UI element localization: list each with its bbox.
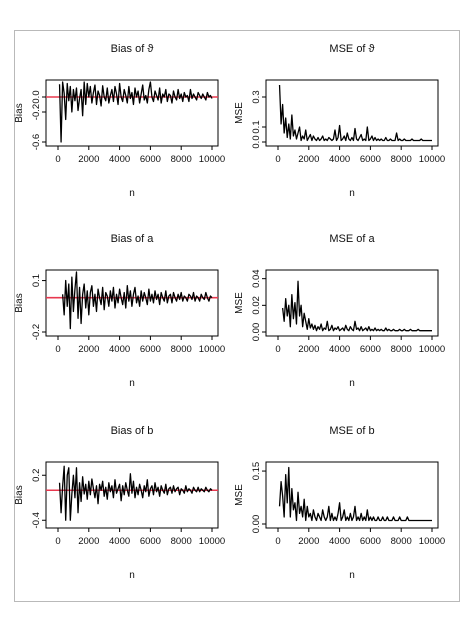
- panel-1: Bias of ϑ 0 2000 4000 6000 8000 10000 -0.6 -0.20…: [14, 43, 225, 199]
- series-line: [58, 81, 213, 143]
- y-tick-label: 0.1: [251, 120, 262, 133]
- x-tick-label: 2000: [298, 536, 319, 547]
- plot-box: [45, 461, 219, 529]
- chart-title: Bias of b: [111, 425, 154, 437]
- x-tick-label: 0: [275, 536, 280, 547]
- y-axis-label: MSE: [234, 102, 245, 124]
- x-axis-label: n: [129, 188, 135, 199]
- panel-6: MSE of b 0 2000 4000 6000 8000 10000 0.00 0.15 n M…: [234, 425, 445, 581]
- y-axis-label: Bias: [14, 103, 25, 122]
- figure-frame: [14, 30, 460, 602]
- x-tick-label: 2000: [78, 344, 99, 355]
- y-tick-label: 0.3: [251, 90, 262, 103]
- x-tick-label: 4000: [329, 154, 350, 165]
- x-tick-label: 2000: [78, 536, 99, 547]
- chart-title: MSE of ϑ: [329, 43, 374, 55]
- x-tick-label: 0: [55, 154, 60, 165]
- y-tick-label: 0.02: [251, 296, 262, 315]
- y-axis-label: MSE: [234, 292, 245, 314]
- x-tick-label: 0: [275, 154, 280, 165]
- x-tick-label: 10000: [419, 154, 445, 165]
- y-tick-label: 0.04: [251, 269, 262, 288]
- plot-box: [265, 79, 439, 147]
- series-line: [278, 84, 432, 142]
- x-tick-label: 0: [55, 536, 60, 547]
- x-tick-label: 10000: [419, 536, 445, 547]
- chart-title: Bias of a: [111, 233, 155, 245]
- x-tick-label: 10000: [199, 536, 225, 547]
- x-tick-label: 6000: [360, 344, 381, 355]
- series-line: [278, 466, 432, 522]
- x-tick-label: 8000: [391, 154, 412, 165]
- x-tick-label: 8000: [171, 154, 192, 165]
- x-axis-label: n: [129, 378, 135, 389]
- x-tick-label: 4000: [329, 536, 350, 547]
- x-tick-label: 8000: [391, 344, 412, 355]
- x-tick-label: 2000: [298, 344, 319, 355]
- y-tick-label: 0.0: [31, 90, 42, 103]
- x-axis-label: n: [349, 188, 355, 199]
- x-tick-label: 6000: [360, 154, 381, 165]
- x-tick-label: 10000: [199, 154, 225, 165]
- x-tick-label: 4000: [109, 536, 130, 547]
- panel-3: Bias of a 0 2000 4000 6000 8000 10000 -0.2 0.1 n B…: [14, 233, 225, 389]
- y-axis-label: MSE: [234, 484, 245, 506]
- plot-box: [265, 269, 439, 337]
- y-tick-label: 0.00: [251, 323, 262, 342]
- y-axis-label: Bias: [14, 485, 25, 504]
- x-tick-label: 2000: [298, 154, 319, 165]
- series-line: [281, 280, 432, 332]
- x-tick-label: 10000: [419, 344, 445, 355]
- x-tick-label: 6000: [360, 536, 381, 547]
- x-axis-label: n: [349, 570, 355, 581]
- x-tick-label: 6000: [140, 344, 161, 355]
- plot-box: [45, 269, 219, 337]
- x-tick-label: 2000: [78, 154, 99, 165]
- plot-box: [45, 79, 219, 147]
- x-tick-label: 10000: [199, 344, 225, 355]
- y-tick-label: 0.2: [31, 469, 42, 482]
- x-tick-label: 8000: [391, 536, 412, 547]
- series-line: [58, 465, 213, 521]
- chart-title: Bias of ϑ: [111, 43, 154, 55]
- y-tick-label: -0.2: [31, 104, 42, 120]
- y-tick-label: 0.00: [251, 515, 262, 534]
- x-tick-label: 4000: [109, 154, 130, 165]
- series-line: [61, 271, 213, 330]
- x-tick-label: 8000: [171, 344, 192, 355]
- x-axis-label: n: [129, 570, 135, 581]
- chart-title: MSE of b: [329, 425, 374, 437]
- y-tick-label: -0.4: [31, 512, 42, 528]
- y-tick-label: -0.2: [31, 324, 42, 340]
- panel-4: MSE of a 0 2000 4000 6000 8000 10000 0.00 0.02 0.…: [234, 233, 445, 389]
- x-tick-label: 4000: [329, 344, 350, 355]
- x-tick-label: 8000: [171, 536, 192, 547]
- y-tick-label: 0.15: [251, 462, 262, 481]
- y-tick-label: 0.0: [251, 135, 262, 148]
- y-tick-label: -0.6: [31, 134, 42, 150]
- x-tick-label: 0: [275, 344, 280, 355]
- panel-2: MSE of ϑ 0 2000 4000 6000 8000 10000 0.0 0.1 0.3 n…: [234, 43, 445, 199]
- x-tick-label: 0: [55, 344, 60, 355]
- plot-box: [265, 461, 439, 529]
- y-axis-label: Bias: [14, 293, 25, 312]
- x-tick-label: 4000: [109, 344, 130, 355]
- y-tick-label: 0.1: [31, 274, 42, 287]
- x-axis-label: n: [349, 378, 355, 389]
- x-tick-label: 6000: [140, 154, 161, 165]
- chart-title: MSE of a: [329, 233, 375, 245]
- x-tick-label: 6000: [140, 536, 161, 547]
- panel-5: Bias of b 0 2000 4000 6000 8000 10000 -0.4 0.2 n B…: [14, 425, 225, 581]
